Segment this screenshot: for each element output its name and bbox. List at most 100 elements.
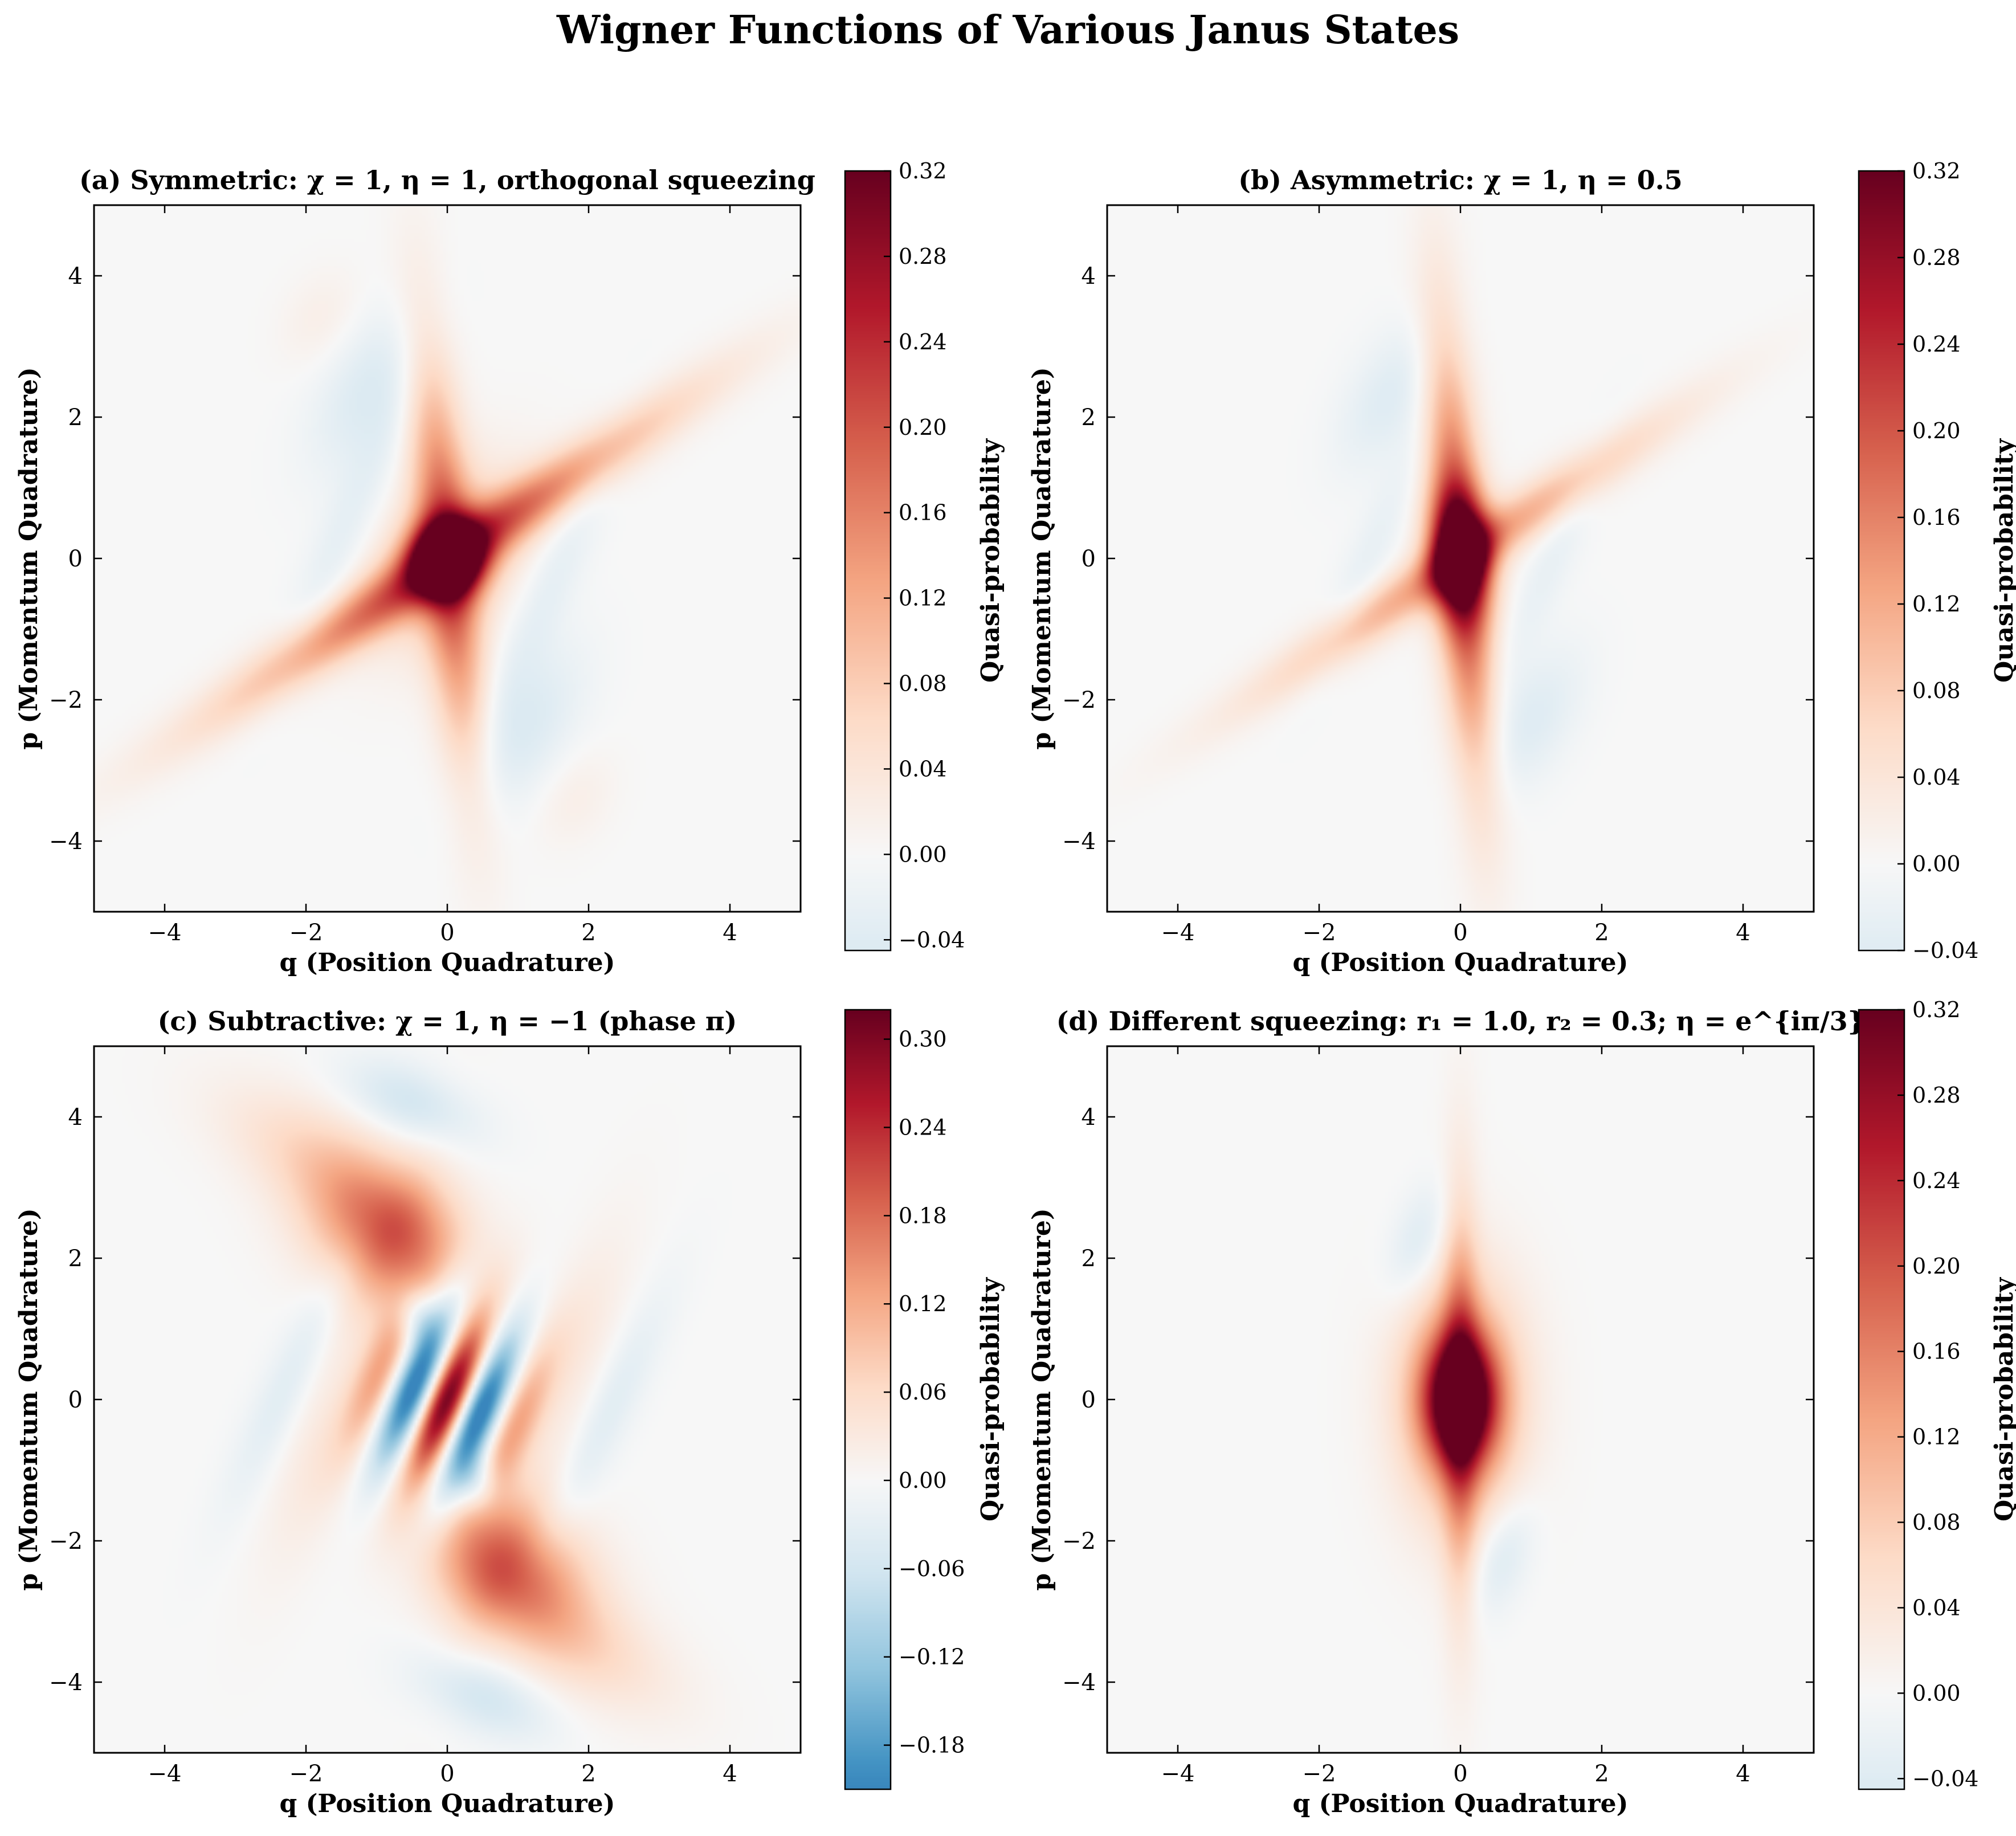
y-tick-label: −4 xyxy=(49,829,83,855)
colorbar-tick-label: 0.00 xyxy=(1912,851,1961,876)
y-tick-label: 4 xyxy=(1082,263,1096,289)
x-tick-label: 2 xyxy=(581,920,595,946)
colorbar-tick-label: 0.06 xyxy=(899,1380,947,1405)
colorbar-tick-label: 0.20 xyxy=(1912,1254,1961,1279)
panel-b: (b) Asymmetric: χ = 1, η = 0.5 −4 −2 0 2 4 −4 −… xyxy=(1027,158,2016,977)
colorbar-tick-label: 0.12 xyxy=(1912,591,1961,617)
x-tick-label: 0 xyxy=(1453,920,1467,946)
x-tick-label: 4 xyxy=(1736,1761,1750,1787)
colorbar-tick-label: −0.06 xyxy=(899,1556,965,1581)
panel-c: (c) Subtractive: χ = 1, η = −1 (phase π)… xyxy=(14,1006,1005,1818)
colorbar-tick-label: 0.18 xyxy=(899,1203,947,1228)
y-axis-label-a: p (Momentum Quadrature) xyxy=(14,367,43,749)
panel-title-c: (c) Subtractive: χ = 1, η = −1 (phase π) xyxy=(158,1006,737,1037)
y-tick-label: 0 xyxy=(68,546,83,572)
panels: (a) Symmetric: χ = 1, η = 1, orthogonal … xyxy=(14,158,2016,1818)
colorbar-tick-label: 0.20 xyxy=(1912,418,1961,443)
colorbar-a xyxy=(845,171,891,950)
colorbar-frame-d xyxy=(1858,1009,1905,1790)
x-tick-label: −4 xyxy=(1161,1761,1195,1787)
x-tick-label: 0 xyxy=(440,920,454,946)
x-tick-label: 4 xyxy=(723,920,737,946)
colorbar-tick-label: 0.32 xyxy=(1912,158,1961,183)
y-tick-label: 0 xyxy=(1082,546,1096,572)
y-tick-label: −2 xyxy=(49,1528,83,1555)
y-tick-label: −4 xyxy=(1062,829,1096,855)
x-tick-label: 2 xyxy=(581,1761,595,1787)
x-tick-label: −2 xyxy=(289,1761,323,1787)
colorbar-tick-label: 0.00 xyxy=(899,842,947,867)
colorbar-tick-label: 0.08 xyxy=(1912,678,1961,703)
x-tick-label: −4 xyxy=(148,1761,182,1787)
y-axis-label-c: p (Momentum Quadrature) xyxy=(14,1208,43,1590)
colorbar-tick-label: 0.04 xyxy=(899,756,947,781)
colorbar-tick-label: 0.32 xyxy=(899,158,947,183)
colorbar-tick-label: 0.30 xyxy=(899,1027,947,1052)
colorbar-b xyxy=(1859,171,1904,950)
colorbar-tick-label: −0.12 xyxy=(899,1645,965,1670)
y-tick-label: 2 xyxy=(1082,405,1096,431)
colorbar-tick-label: 0.24 xyxy=(1912,1168,1961,1193)
y-tick-label: 0 xyxy=(68,1387,83,1413)
x-axis-label-b: q (Position Quadrature) xyxy=(1293,948,1629,977)
x-tick-label: −2 xyxy=(289,920,323,946)
heatmap-c xyxy=(94,1046,801,1753)
colorbar-tick-label: 0.24 xyxy=(1912,332,1961,357)
colorbar-tick-label: 0.12 xyxy=(899,1291,947,1316)
colorbar-tick-label: −0.18 xyxy=(899,1733,965,1758)
panel-title-b: (b) Asymmetric: χ = 1, η = 0.5 xyxy=(1238,165,1683,195)
colorbar-frame-c xyxy=(844,1009,892,1790)
colorbar-tick-label: 0.24 xyxy=(899,329,947,354)
y-tick-label: −4 xyxy=(49,1670,83,1696)
colorbar-tick-label: 0.16 xyxy=(1912,505,1961,530)
colorbar-tick-label: −0.04 xyxy=(1912,938,1978,963)
colorbar-tick-label: 0.32 xyxy=(1912,997,1961,1022)
y-tick-label: −2 xyxy=(1062,1528,1096,1555)
x-tick-label: 0 xyxy=(440,1761,454,1787)
y-tick-label: −4 xyxy=(1062,1670,1096,1696)
heatmap-d xyxy=(1107,1046,1814,1753)
colorbar-label-c: Quasi-probability xyxy=(976,1277,1005,1521)
colorbar-tick-label: 0.08 xyxy=(1912,1510,1961,1535)
x-tick-label: 4 xyxy=(1736,920,1750,946)
heatmap-b xyxy=(1107,205,1814,912)
x-axis-label-a: q (Position Quadrature) xyxy=(280,948,615,977)
x-axis-label-d: q (Position Quadrature) xyxy=(1293,1789,1629,1818)
colorbar-d xyxy=(1859,1010,1904,1789)
y-tick-label: −2 xyxy=(49,687,83,713)
colorbar-tick-label: 0.28 xyxy=(899,244,947,269)
colorbar-tick-label: 0.00 xyxy=(1912,1680,1961,1706)
panel-title-d: (d) Different squeezing: r₁ = 1.0, r₂ = … xyxy=(1056,1006,1864,1037)
panel-a: (a) Symmetric: χ = 1, η = 1, orthogonal … xyxy=(14,158,1005,977)
x-tick-label: −4 xyxy=(148,920,182,946)
colorbar-frame-b xyxy=(1858,170,1905,952)
heatmap-a xyxy=(94,205,801,912)
y-tick-label: −2 xyxy=(1062,687,1096,713)
x-tick-label: −2 xyxy=(1303,1761,1336,1787)
colorbar-tick-label: −0.04 xyxy=(899,927,965,952)
colorbar-tick-label: 0.16 xyxy=(899,500,947,525)
y-tick-label: 2 xyxy=(68,405,83,431)
y-tick-label: 4 xyxy=(68,263,83,289)
colorbar-tick-label: 0.04 xyxy=(1912,1595,1961,1620)
colorbar-tick-label: 0.24 xyxy=(899,1115,947,1140)
colorbar-label-b: Quasi-probability xyxy=(1990,438,2016,683)
colorbar-tick-label: 0.08 xyxy=(899,671,947,696)
y-axis-label-b: p (Momentum Quadrature) xyxy=(1027,367,1056,749)
colorbar-tick-label: 0.20 xyxy=(899,415,947,440)
y-tick-label: 4 xyxy=(1082,1104,1096,1131)
colorbar-tick-label: 0.00 xyxy=(899,1468,947,1493)
x-tick-label: 2 xyxy=(1594,920,1609,946)
colorbar-tick-label: 0.16 xyxy=(1912,1339,1961,1364)
x-tick-label: 4 xyxy=(723,1761,737,1787)
colorbar-tick-label: 0.04 xyxy=(1912,765,1961,790)
colorbar-frame-a xyxy=(844,170,892,952)
y-tick-label: 4 xyxy=(68,1104,83,1131)
x-tick-label: 0 xyxy=(1453,1761,1467,1787)
figure-title: Wigner Functions of Various Janus States xyxy=(556,7,1459,53)
colorbar-label-d: Quasi-probability xyxy=(1990,1277,2016,1521)
colorbar-tick-label: 0.28 xyxy=(1912,245,1961,270)
panel-title-a: (a) Symmetric: χ = 1, η = 1, orthogonal … xyxy=(79,165,815,195)
colorbar-tick-label: 0.12 xyxy=(899,586,947,611)
